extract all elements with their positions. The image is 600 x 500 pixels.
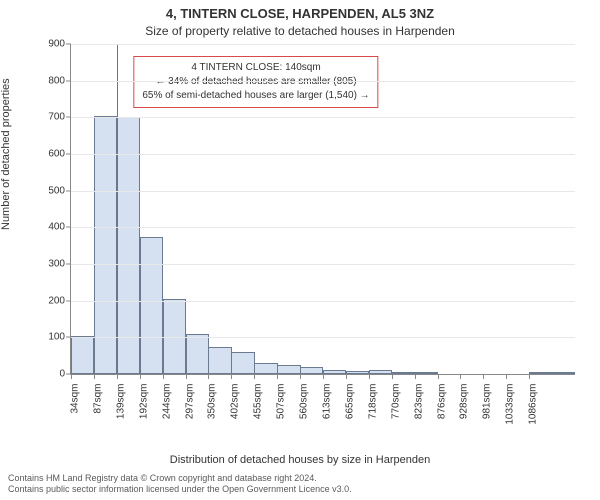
- x-tick-mark: [71, 374, 72, 379]
- page-subtitle: Size of property relative to detached ho…: [0, 24, 600, 38]
- bar: [369, 370, 392, 374]
- x-tick-mark: [506, 374, 507, 379]
- bar: [71, 336, 94, 375]
- bar: [392, 372, 415, 374]
- property-marker-line: [117, 44, 118, 374]
- y-tick-label: 400: [48, 222, 71, 233]
- x-tick-label: 823sqm: [413, 384, 424, 444]
- x-tick-label: 455sqm: [253, 384, 264, 444]
- x-tick-mark: [254, 374, 255, 379]
- x-tick-mark: [483, 374, 484, 379]
- x-tick-mark: [117, 374, 118, 379]
- y-tick-label: 600: [48, 149, 71, 160]
- y-tick-label: 0: [59, 369, 71, 380]
- x-tick-label: 981sqm: [482, 384, 493, 444]
- x-tick-label: 507sqm: [276, 384, 287, 444]
- x-tick-mark: [208, 374, 209, 379]
- grid-line: [71, 227, 575, 228]
- x-tick-label: 1033sqm: [505, 384, 516, 444]
- bar: [208, 347, 231, 375]
- x-tick-label: 402sqm: [230, 384, 241, 444]
- x-tick-label: 770sqm: [390, 384, 401, 444]
- x-tick-label: 613sqm: [322, 384, 333, 444]
- x-tick-mark: [438, 374, 439, 379]
- page-title: 4, TINTERN CLOSE, HARPENDEN, AL5 3NZ: [0, 6, 600, 21]
- grid-line: [71, 337, 575, 338]
- x-tick-mark: [186, 374, 187, 379]
- y-tick-label: 100: [48, 332, 71, 343]
- annotation-line-3: 65% of semi-detached houses are larger (…: [142, 89, 369, 103]
- bar: [254, 363, 277, 374]
- x-tick-mark: [277, 374, 278, 379]
- bar: [529, 372, 552, 374]
- footer-line-2: Contains public sector information licen…: [8, 484, 592, 496]
- bar: [277, 365, 300, 374]
- x-tick-label: 718sqm: [367, 384, 378, 444]
- grid-line: [71, 44, 575, 45]
- x-tick-mark: [415, 374, 416, 379]
- x-tick-label: 297sqm: [184, 384, 195, 444]
- bar: [415, 372, 438, 374]
- x-axis-label: Distribution of detached houses by size …: [0, 454, 600, 466]
- y-axis-label: Number of detached properties: [0, 78, 12, 230]
- grid-line: [71, 264, 575, 265]
- x-tick-mark: [140, 374, 141, 379]
- grid-line: [71, 117, 575, 118]
- footer: Contains HM Land Registry data © Crown c…: [8, 473, 592, 496]
- x-tick-label: 560sqm: [299, 384, 310, 444]
- annotation-box: 4 TINTERN CLOSE: 140sqm ← 34% of detache…: [133, 56, 378, 108]
- annotation-line-2: ← 34% of detached houses are smaller (80…: [142, 75, 369, 89]
- x-tick-label: 350sqm: [207, 384, 218, 444]
- x-tick-mark: [323, 374, 324, 379]
- annotation-line-1: 4 TINTERN CLOSE: 140sqm: [142, 61, 369, 75]
- bar: [117, 117, 140, 374]
- bar: [552, 372, 575, 374]
- x-tick-mark: [392, 374, 393, 379]
- x-tick-label: 1086sqm: [528, 384, 539, 444]
- x-tick-mark: [231, 374, 232, 379]
- x-tick-mark: [300, 374, 301, 379]
- bar: [140, 237, 163, 375]
- x-tick-label: 665sqm: [344, 384, 355, 444]
- bar: [346, 371, 369, 374]
- grid-line: [71, 154, 575, 155]
- x-tick-mark: [369, 374, 370, 379]
- chart-panel: 4 TINTERN CLOSE: 140sqm ← 34% of detache…: [70, 44, 575, 375]
- y-tick-label: 300: [48, 259, 71, 270]
- x-tick-label: 928sqm: [459, 384, 470, 444]
- y-tick-label: 200: [48, 295, 71, 306]
- y-tick-label: 500: [48, 185, 71, 196]
- x-tick-mark: [163, 374, 164, 379]
- y-tick-label: 900: [48, 39, 71, 50]
- x-tick-label: 876sqm: [436, 384, 447, 444]
- grid-line: [71, 301, 575, 302]
- grid-line: [71, 191, 575, 192]
- y-tick-label: 800: [48, 75, 71, 86]
- x-tick-mark: [346, 374, 347, 379]
- bar: [323, 370, 346, 374]
- bar: [300, 367, 323, 374]
- x-tick-mark: [460, 374, 461, 379]
- x-tick-label: 139sqm: [115, 384, 126, 444]
- x-tick-label: 34sqm: [70, 384, 81, 444]
- footer-line-1: Contains HM Land Registry data © Crown c…: [8, 473, 592, 485]
- x-tick-mark: [529, 374, 530, 379]
- grid-line: [71, 81, 575, 82]
- bar: [231, 352, 254, 374]
- x-tick-label: 244sqm: [161, 384, 172, 444]
- bar: [186, 334, 209, 374]
- x-tick-label: 192sqm: [138, 384, 149, 444]
- y-tick-label: 700: [48, 112, 71, 123]
- x-tick-mark: [94, 374, 95, 379]
- x-tick-label: 87sqm: [92, 384, 103, 444]
